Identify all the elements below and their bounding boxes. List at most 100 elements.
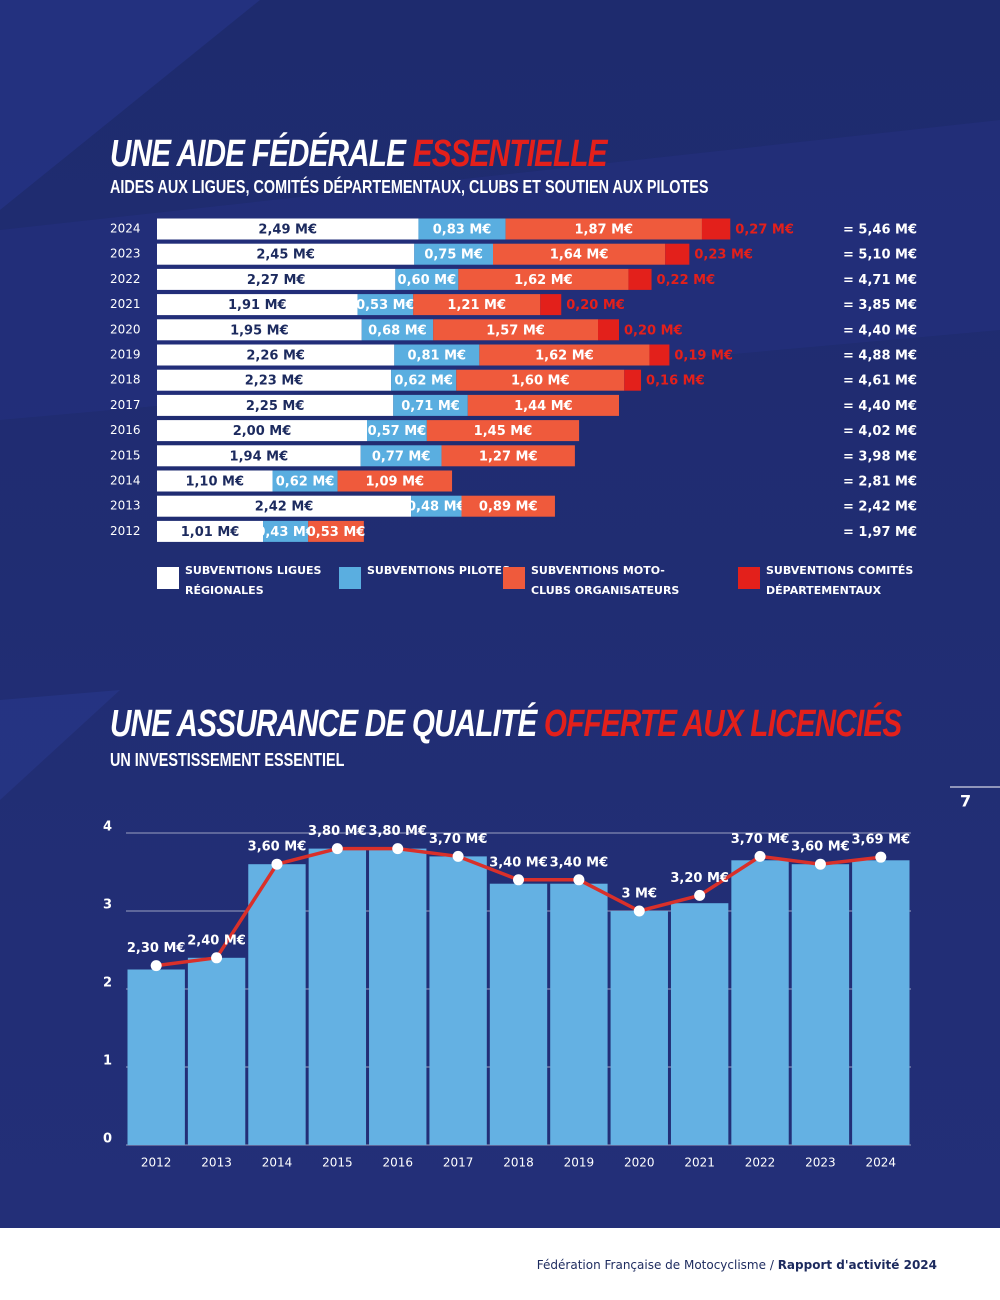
bar (429, 856, 487, 1145)
data-label: 1,60 M€ (511, 374, 570, 389)
data-label: 2,27 M€ (247, 273, 306, 288)
y-tick-label: 2023 (110, 247, 141, 261)
point (150, 960, 162, 972)
total-label: = 4,40 M€ (843, 399, 917, 414)
bar-segment (479, 344, 650, 366)
data-label: 3,80 M€ (368, 824, 427, 839)
point (211, 952, 223, 964)
total-label: = 5,10 M€ (843, 248, 917, 263)
data-label: 0,22 M€ (657, 273, 716, 288)
y-tick-label: 2024 (110, 222, 141, 236)
data-label: 0,62 M€ (276, 475, 335, 490)
bar-segment (157, 218, 419, 240)
data-label: 0,75 M€ (424, 248, 483, 263)
data-label: 0,81 M€ (408, 349, 467, 364)
y-tick-label: 2021 (110, 297, 141, 311)
y-tick-label: 1 (103, 1054, 112, 1069)
bar-segment (701, 218, 731, 240)
total-label: = 3,98 M€ (843, 449, 917, 464)
bar-segment (441, 445, 575, 467)
data-label: 2,42 M€ (255, 500, 314, 515)
footer-report: Rapport d'activité 2024 (778, 1258, 937, 1272)
page-number: 7 (960, 792, 971, 811)
bar-segment (393, 394, 468, 416)
y-tick-label: 2014 (110, 474, 141, 488)
point (875, 851, 887, 863)
total-label: = 5,46 M€ (843, 223, 917, 238)
bar-segment (157, 445, 361, 467)
bar-segment (157, 495, 412, 517)
data-label: 2,40 M€ (187, 933, 246, 948)
point (573, 874, 585, 886)
bar (308, 848, 367, 1145)
point (271, 858, 283, 870)
data-label: 0,16 M€ (646, 374, 705, 389)
data-label: 2,25 M€ (246, 399, 305, 414)
bar-segment (157, 520, 264, 542)
bar-segment (458, 268, 629, 290)
title: UNE ASSURANCE DE QUALITÉ OFFERTE AUX LIC… (110, 703, 902, 746)
x-tick-label: 2022 (745, 1156, 776, 1170)
title-text: UNE AIDE FÉDÉRALE (110, 133, 406, 175)
data-label: 3,70 M€ (429, 832, 488, 847)
subtitle: UN INVESTISSEMENT ESSENTIEL (110, 750, 345, 770)
bar-segment (456, 369, 625, 391)
bar-segment (360, 445, 442, 467)
x-tick-label: 2016 (382, 1156, 413, 1170)
bar-segment (426, 420, 580, 442)
data-label: 1,87 M€ (574, 223, 633, 238)
x-tick-label: 2020 (624, 1156, 655, 1170)
bar-segment (433, 319, 598, 341)
bar-segment (467, 394, 619, 416)
bar-segment (357, 294, 414, 316)
legend-swatch (503, 567, 525, 589)
y-tick-label: 2019 (110, 348, 141, 362)
bar (187, 957, 246, 1145)
bar-segment (157, 294, 358, 316)
data-label: 1,01 M€ (181, 525, 240, 540)
data-label: 1,62 M€ (535, 349, 594, 364)
y-tick-label: 2017 (110, 398, 141, 412)
point (694, 889, 706, 901)
data-label: 1,62 M€ (514, 273, 573, 288)
bar (248, 864, 306, 1145)
data-label: 0,53 M€ (356, 298, 415, 313)
point (513, 874, 524, 886)
total-label: = 3,85 M€ (843, 298, 917, 313)
point (754, 850, 766, 862)
x-tick-label: 2018 (503, 1156, 534, 1170)
point (331, 843, 343, 855)
data-label: 0,53 M€ (307, 525, 366, 540)
data-label: 2,26 M€ (246, 349, 305, 364)
bar-segment (411, 495, 462, 517)
bar-segment (157, 470, 273, 492)
total-label: = 4,61 M€ (843, 374, 917, 389)
bar-segment (157, 243, 415, 265)
legend-swatch (738, 567, 760, 589)
legend-swatch (339, 567, 361, 589)
bar-segment (272, 470, 338, 492)
total-label: = 4,40 M€ (843, 323, 917, 338)
bar-segment (598, 319, 619, 341)
bar-segment (308, 520, 364, 542)
data-label: 1,21 M€ (447, 298, 506, 313)
footer-org: Fédération Française de Motocyclisme / (537, 1258, 775, 1272)
bar-segment (337, 470, 453, 492)
data-label: 1,27 M€ (479, 449, 538, 464)
x-tick-label: 2013 (201, 1156, 232, 1170)
data-label: 1,09 M€ (366, 475, 425, 490)
data-label: 0,68 M€ (368, 323, 427, 338)
bar-segment (624, 369, 642, 391)
title-highlight: OFFERTE AUX LICENCIÉS (543, 703, 902, 745)
data-label: 0,19 M€ (674, 349, 733, 364)
decor (0, 0, 260, 210)
data-label: 3,20 M€ (670, 871, 729, 886)
data-label: 0,57 M€ (368, 424, 427, 439)
data-label: 0,20 M€ (566, 298, 625, 313)
bar-segment (628, 268, 652, 290)
x-tick-label: 2012 (141, 1156, 172, 1170)
data-label: 0,60 M€ (398, 273, 457, 288)
bar-segment (361, 319, 434, 341)
data-label: 0,23 M€ (694, 248, 753, 263)
footer: Fédération Française de Motocyclisme / R… (537, 1258, 937, 1272)
